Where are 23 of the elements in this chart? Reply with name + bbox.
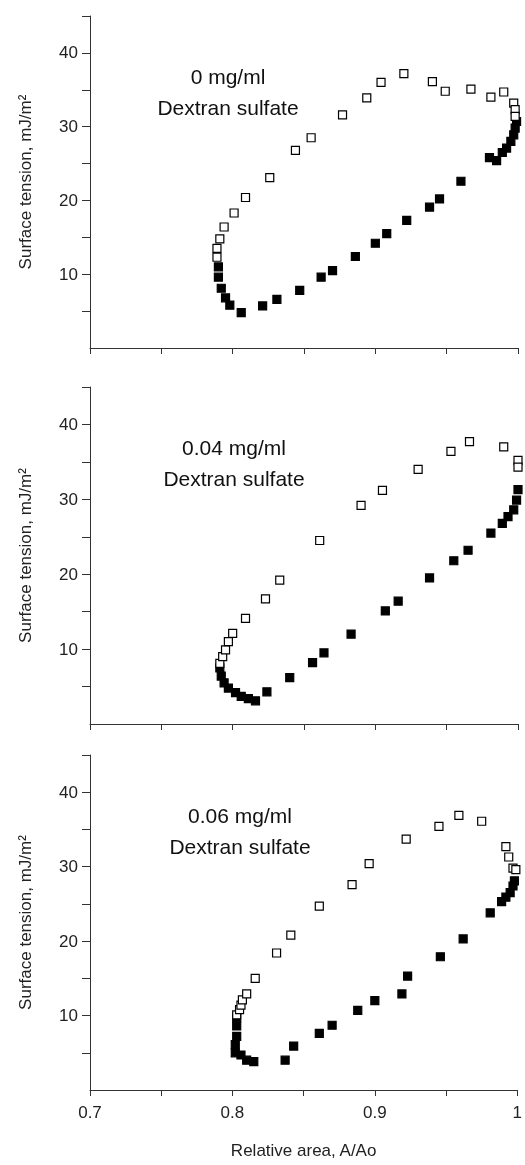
y-axis-title: Surface tension, mJ/m² [16, 834, 35, 1010]
x-tick-label: 0.8 [220, 1103, 245, 1122]
y-tick-label: 30 [59, 857, 78, 877]
y-tick-label: 20 [59, 564, 78, 584]
annotation: 0 mg/ml Dextran sulfate [157, 65, 299, 119]
annotation: 0.06 mg/ml Dextran sulfate [169, 804, 311, 858]
x-tick-label: 0.7 [78, 1103, 102, 1122]
y-tick-label: 40 [59, 43, 78, 63]
y-tick-label: 40 [59, 414, 78, 434]
y-axis-title: Surface tension, mJ/m² [16, 94, 35, 270]
x-tick-label: 0.9 [363, 1103, 387, 1122]
y-tick-label: 30 [59, 117, 78, 137]
y-tick-label: 40 [59, 782, 78, 802]
y-tick-label: 10 [59, 1006, 78, 1026]
y-tick-label: 10 [59, 264, 78, 284]
x-tick-label: 1 [512, 1103, 523, 1122]
y-tick-label: 10 [59, 639, 78, 659]
y-tick-label: 30 [59, 489, 78, 509]
annotation: 0.04 mg/ml Dextran sulfate [163, 436, 305, 490]
y-tick-label: 20 [59, 931, 78, 951]
x-axis-title: Relative area, A/Ao [230, 1141, 377, 1160]
y-axis-title: Surface tension, mJ/m² [16, 467, 35, 643]
y-tick-label: 20 [59, 190, 78, 210]
